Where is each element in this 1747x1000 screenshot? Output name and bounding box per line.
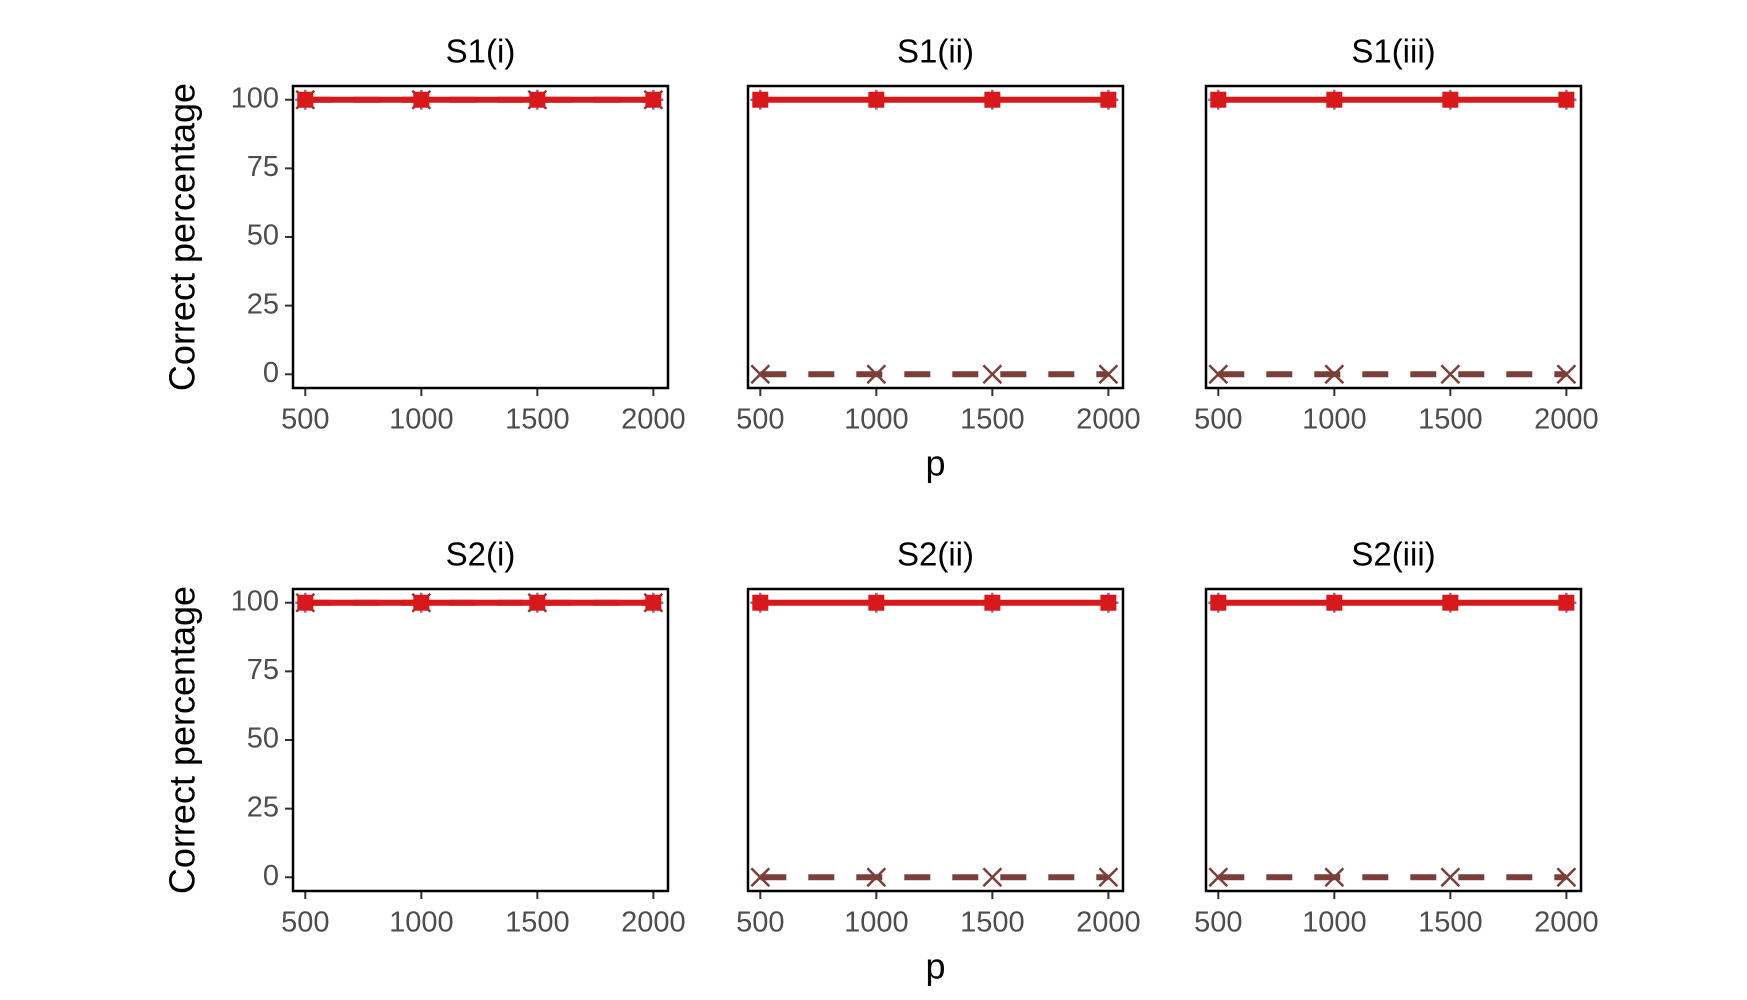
- marker: [1208, 364, 1229, 385]
- x-tick-label: 500: [281, 404, 329, 436]
- x-tick-label: 1000: [1302, 907, 1367, 939]
- panel-border: [291, 587, 670, 893]
- x-tick-label: 1500: [1418, 404, 1483, 436]
- marker: [752, 91, 769, 108]
- marker: [1558, 594, 1575, 611]
- marker: [645, 91, 662, 108]
- marker: [1098, 867, 1119, 888]
- marker: [1440, 364, 1461, 385]
- x-tick-label: 1500: [505, 404, 570, 436]
- panel-title: S1(i): [446, 33, 516, 70]
- y-tick-label: 75: [247, 654, 279, 686]
- x-tick-label: 1000: [1302, 404, 1367, 436]
- marker: [645, 594, 662, 611]
- marker: [868, 594, 885, 611]
- plot-area: [1208, 89, 1577, 385]
- marker: [1442, 594, 1459, 611]
- x-tick-label: 2000: [1534, 404, 1599, 436]
- marker: [413, 594, 430, 611]
- marker: [1440, 867, 1461, 888]
- y-tick-label: 25: [247, 791, 279, 823]
- panel-border: [746, 587, 1125, 893]
- marker: [984, 91, 1001, 108]
- y-tick-label: 0: [263, 860, 279, 892]
- x-tick-label: 2000: [621, 907, 686, 939]
- x-tick-label: 1000: [389, 404, 454, 436]
- marker: [1558, 91, 1575, 108]
- marker: [752, 594, 769, 611]
- marker: [1442, 91, 1459, 108]
- y-tick-label: 0: [263, 357, 279, 389]
- marker: [866, 867, 887, 888]
- marker: [750, 364, 771, 385]
- y-tick-label: 50: [247, 723, 279, 755]
- plot-area: [750, 592, 1119, 888]
- plot-area: [295, 592, 664, 613]
- x-tick-label: 1500: [960, 907, 1025, 939]
- marker: [1098, 364, 1119, 385]
- x-axis-label: p: [925, 443, 945, 484]
- y-axis-label: Correct percentage: [162, 83, 203, 391]
- marker: [982, 364, 1003, 385]
- marker: [866, 364, 887, 385]
- x-tick-label: 1000: [844, 404, 909, 436]
- plot-area: [295, 89, 664, 110]
- panel-border: [1204, 587, 1583, 893]
- y-tick-label: 100: [231, 82, 279, 114]
- x-tick-label: 1500: [505, 907, 570, 939]
- marker: [529, 594, 546, 611]
- marker: [1326, 91, 1343, 108]
- x-tick-label: 1000: [844, 907, 909, 939]
- marker: [297, 594, 314, 611]
- marker: [1326, 594, 1343, 611]
- marker: [1324, 867, 1345, 888]
- panel-border: [1204, 84, 1583, 390]
- y-axis-label: Correct percentage: [162, 586, 203, 894]
- plot-area: [1208, 592, 1577, 888]
- x-tick-label: 2000: [1076, 404, 1141, 436]
- marker: [1100, 594, 1117, 611]
- plot-area: [750, 89, 1119, 385]
- marker: [1100, 91, 1117, 108]
- x-tick-label: 1000: [389, 907, 454, 939]
- marker: [750, 867, 771, 888]
- x-tick-label: 500: [736, 907, 784, 939]
- x-tick-label: 500: [736, 404, 784, 436]
- x-tick-label: 500: [281, 907, 329, 939]
- x-tick-label: 500: [1194, 404, 1242, 436]
- panel-title: S2(iii): [1351, 536, 1435, 573]
- x-tick-label: 500: [1194, 907, 1242, 939]
- panel-border: [291, 84, 670, 390]
- marker: [413, 91, 430, 108]
- marker: [1210, 594, 1227, 611]
- panel-title: S1(ii): [897, 33, 974, 70]
- marker: [529, 91, 546, 108]
- marker: [984, 594, 1001, 611]
- panel-title: S1(iii): [1351, 33, 1435, 70]
- marker: [297, 91, 314, 108]
- y-tick-label: 50: [247, 220, 279, 252]
- marker: [982, 867, 1003, 888]
- x-tick-label: 1500: [960, 404, 1025, 436]
- marker: [1556, 867, 1577, 888]
- panel-border: [746, 84, 1125, 390]
- x-axis-label: p: [925, 946, 945, 987]
- marker: [1324, 364, 1345, 385]
- marker: [1208, 867, 1229, 888]
- x-tick-label: 1500: [1418, 907, 1483, 939]
- y-tick-label: 100: [231, 585, 279, 617]
- y-tick-label: 75: [247, 151, 279, 183]
- marker: [1210, 91, 1227, 108]
- panel-title: S2(ii): [897, 536, 974, 573]
- y-tick-label: 25: [247, 288, 279, 320]
- marker: [868, 91, 885, 108]
- panel-title: S2(i): [446, 536, 516, 573]
- x-tick-label: 2000: [1076, 907, 1141, 939]
- x-tick-label: 2000: [621, 404, 686, 436]
- x-tick-label: 2000: [1534, 907, 1599, 939]
- marker: [1556, 364, 1577, 385]
